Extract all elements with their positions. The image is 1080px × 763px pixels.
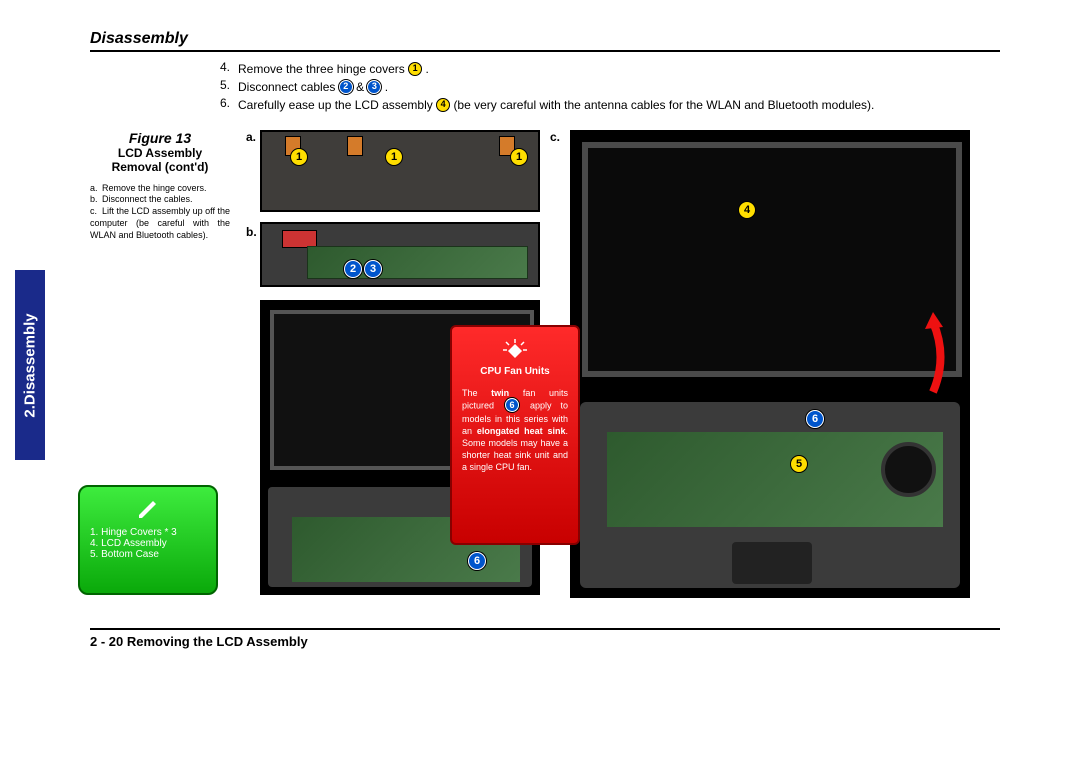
figure-title: LCD Assembly Removal (cont'd) — [90, 146, 230, 175]
motherboard-strip — [307, 246, 528, 279]
lift-arrow-icon — [913, 307, 953, 397]
photo-full-assembly — [570, 130, 970, 598]
red-text-span: The — [462, 388, 491, 398]
cpu-fan — [881, 442, 936, 497]
marker-4-icon: 4 — [436, 98, 450, 112]
step5-mid: & — [356, 80, 367, 94]
red-box-title: CPU Fan Units — [462, 365, 568, 379]
fig-t2: Removal (cont'd) — [112, 160, 209, 174]
section-title: Disassembly — [90, 30, 1000, 48]
step5-post: . — [385, 80, 388, 94]
marker-6-icon: 6 — [505, 398, 519, 412]
step5-pre: Disconnect cables — [238, 80, 339, 94]
step-num-6: 6. — [210, 96, 238, 114]
legend-line-2: 4. LCD Assembly — [90, 538, 206, 549]
step-num-5: 5. — [210, 78, 238, 96]
overlay-marker-5-icon: 5 — [790, 455, 808, 473]
step6-post: (be very careful with the antenna cables… — [453, 98, 874, 112]
figures-region: 2.Disassembly Figure 13 LCD Assembly Rem… — [90, 130, 1000, 620]
red-text-span: elongated heat sink — [477, 426, 566, 436]
pencil-icon — [136, 497, 160, 521]
step6-pre: Carefully ease up the LCD assembly — [238, 98, 436, 112]
legend-line-3: 5. Bottom Case — [90, 549, 206, 560]
marker-1-icon: 1 — [408, 62, 422, 76]
panel-label-c: c. — [550, 130, 560, 144]
hinge-cover — [347, 136, 363, 156]
marker-3-icon: 3 — [367, 80, 381, 94]
divider-top — [90, 50, 1000, 52]
photo-hinge-strip — [260, 130, 540, 212]
step-num-4: 4. — [210, 60, 238, 78]
figure-number: Figure 13 — [90, 130, 230, 146]
fig-t1: LCD Assembly — [118, 146, 202, 160]
panel-label-b: b. — [246, 225, 257, 239]
fig-sub-c: c.Lift the LCD assembly up off the compu… — [90, 206, 230, 241]
warning-red-box: CPU Fan Units The twin fan units picture… — [450, 325, 580, 545]
divider-bottom — [90, 628, 1000, 630]
overlay-marker-4-icon: 4 — [738, 201, 756, 219]
step-text-6: Carefully ease up the LCD assembly 4 (be… — [238, 96, 1000, 114]
touchpad — [732, 542, 812, 584]
step-text-5: Disconnect cables 2 & 3 . — [238, 78, 1000, 96]
panel-label-a: a. — [246, 130, 256, 144]
overlay-marker-6-icon: 6 — [468, 552, 486, 570]
page-footer: 2 - 20 Removing the LCD Assembly — [90, 634, 1000, 649]
lcd-screen-large — [582, 142, 962, 377]
photo-cable-strip — [260, 222, 540, 287]
fig-sub-a: a.Remove the hinge covers. — [90, 183, 230, 195]
red-box-body: The twin fan units pictured 6 apply to m… — [462, 387, 568, 474]
overlay-marker-1-icon: 1 — [385, 148, 403, 166]
overlay-marker-3-icon: 3 — [364, 260, 382, 278]
marker-2-icon: 2 — [339, 80, 353, 94]
red-text-span: twin — [491, 388, 509, 398]
alert-icon — [501, 337, 529, 359]
overlay-marker-6-icon: 6 — [806, 410, 824, 428]
fig-sub-b: b.Disconnect the cables. — [90, 194, 230, 206]
overlay-marker-1-icon: 1 — [510, 148, 528, 166]
overlay-marker-1-icon: 1 — [290, 148, 308, 166]
legend-green-box: 1. Hinge Covers * 3 4. LCD Assembly 5. B… — [78, 485, 218, 595]
step-text-4: Remove the three hinge covers 1 . — [238, 60, 1000, 78]
chapter-side-label: 2.Disassembly — [22, 313, 39, 417]
chapter-side-tab: 2.Disassembly — [15, 270, 45, 460]
figure-caption-col: Figure 13 LCD Assembly Removal (cont'd) … — [90, 130, 230, 241]
legend-line-1: 1. Hinge Covers * 3 — [90, 527, 206, 538]
step4-post: . — [425, 62, 428, 76]
steps-block: 4. Remove the three hinge covers 1 . 5. … — [90, 60, 1000, 120]
overlay-marker-2-icon: 2 — [344, 260, 362, 278]
step4-pre: Remove the three hinge covers — [238, 62, 408, 76]
